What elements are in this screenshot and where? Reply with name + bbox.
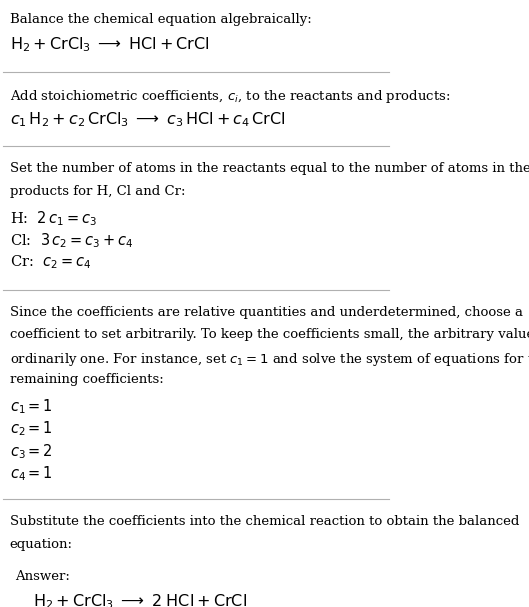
FancyBboxPatch shape: [7, 559, 206, 607]
Text: Answer:: Answer:: [15, 570, 70, 583]
Text: ordinarily one. For instance, set $c_1 = 1$ and solve the system of equations fo: ordinarily one. For instance, set $c_1 =…: [10, 351, 529, 368]
Text: Balance the chemical equation algebraically:: Balance the chemical equation algebraica…: [10, 13, 312, 27]
Text: coefficient to set arbitrarily. To keep the coefficients small, the arbitrary va: coefficient to set arbitrarily. To keep …: [10, 328, 529, 341]
Text: Substitute the coefficients into the chemical reaction to obtain the balanced: Substitute the coefficients into the che…: [10, 515, 519, 529]
Text: $c_1 = 1$: $c_1 = 1$: [10, 398, 52, 416]
Text: $c_3 = 2$: $c_3 = 2$: [10, 442, 52, 461]
Text: remaining coefficients:: remaining coefficients:: [10, 373, 163, 386]
Text: equation:: equation:: [10, 538, 72, 551]
Text: $c_1\,\mathrm{H_2} + c_2\,\mathrm{CrCl_3} \;\longrightarrow\; c_3\,\mathrm{HCl} : $c_1\,\mathrm{H_2} + c_2\,\mathrm{CrCl_3…: [10, 110, 285, 129]
Text: Since the coefficients are relative quantities and underdetermined, choose a: Since the coefficients are relative quan…: [10, 306, 523, 319]
Text: Cl:  $3\,c_2 = c_3 + c_4$: Cl: $3\,c_2 = c_3 + c_4$: [10, 231, 133, 250]
Text: Cr:  $c_2 = c_4$: Cr: $c_2 = c_4$: [10, 254, 91, 271]
Text: $\mathrm{H_2 + CrCl_3 \;\longrightarrow\; 2\;HCl + CrCl}$: $\mathrm{H_2 + CrCl_3 \;\longrightarrow\…: [33, 592, 247, 607]
Text: $c_2 = 1$: $c_2 = 1$: [10, 419, 52, 438]
Text: H:  $2\,c_1 = c_3$: H: $2\,c_1 = c_3$: [10, 209, 97, 228]
Text: Add stoichiometric coefficients, $c_i$, to the reactants and products:: Add stoichiometric coefficients, $c_i$, …: [10, 88, 450, 105]
Text: $\mathrm{H_2 + CrCl_3 \;\longrightarrow\; HCl + CrCl}$: $\mathrm{H_2 + CrCl_3 \;\longrightarrow\…: [10, 36, 209, 55]
Text: Set the number of atoms in the reactants equal to the number of atoms in the: Set the number of atoms in the reactants…: [10, 162, 529, 175]
Text: $c_4 = 1$: $c_4 = 1$: [10, 464, 52, 483]
Text: products for H, Cl and Cr:: products for H, Cl and Cr:: [10, 185, 185, 198]
